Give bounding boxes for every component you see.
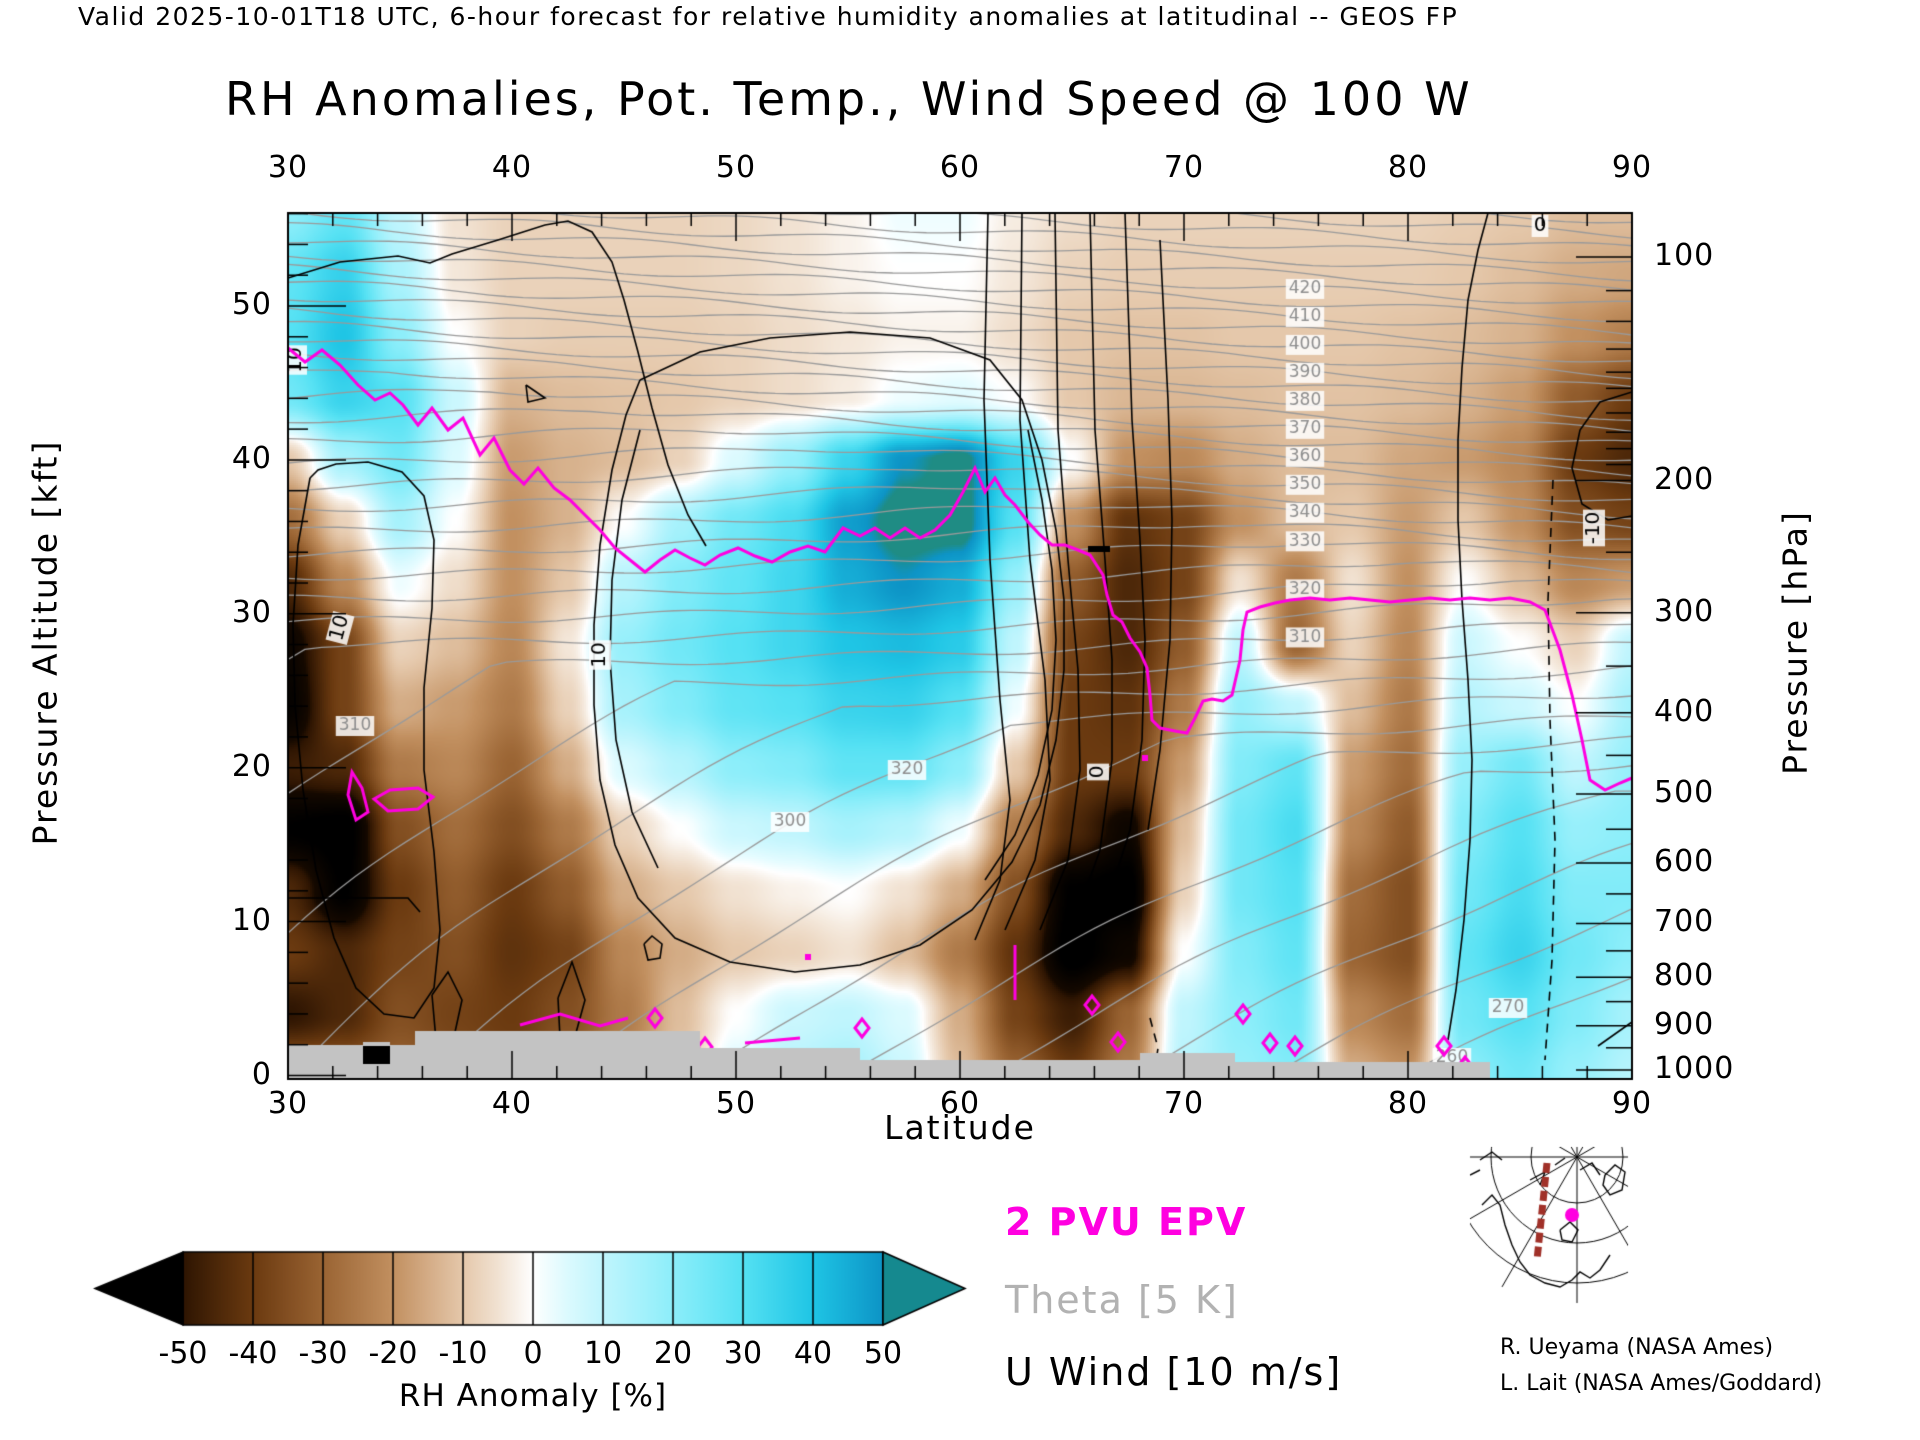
tick-label: 80 — [1387, 150, 1429, 185]
tick-label: 40 — [231, 440, 272, 476]
tick-label: 90 — [1611, 1086, 1653, 1121]
tick-label: 1000 — [1654, 1050, 1735, 1086]
colorbar-tick-label: 0 — [523, 1336, 543, 1371]
colorbar-tick-label: 30 — [723, 1336, 763, 1371]
credits-block: R. Ueyama (NASA Ames) L. Lait (NASA Ames… — [1500, 1330, 1822, 1402]
credit-line-2: L. Lait (NASA Ames/Goddard) — [1500, 1371, 1823, 1396]
colorbar-tick-label: -30 — [298, 1336, 348, 1371]
legend-epv: 2 PVU EPV — [1005, 1200, 1248, 1244]
tick-label: 40 — [491, 1086, 533, 1121]
tick-label: 30 — [231, 594, 272, 630]
tick-label: 50 — [715, 150, 757, 185]
tick-label: 80 — [1387, 1086, 1429, 1121]
tick-label: 500 — [1654, 775, 1715, 811]
colorbar-tick-label: -50 — [158, 1336, 208, 1371]
colorbar-tick-label: 40 — [793, 1336, 833, 1371]
tick-label: 90 — [1611, 150, 1653, 185]
y-left-axis-title: Pressure Altitude [kft] — [25, 439, 65, 846]
colorbar-tick-label: -40 — [228, 1336, 278, 1371]
colorbar-tick-label: 10 — [583, 1336, 623, 1371]
y-right-axis-title: Pressure [hPa] — [1775, 510, 1815, 775]
tick-label: 700 — [1654, 904, 1715, 940]
tick-label: 30 — [267, 1086, 309, 1121]
colorbar-tick-label: -20 — [368, 1336, 418, 1371]
tick-label: 60 — [939, 1086, 981, 1121]
valid-time-line: Valid 2025-10-01T18 UTC, 6-hour forecast… — [78, 2, 1459, 31]
tick-label: 800 — [1654, 958, 1715, 994]
tick-label: 100 — [1654, 237, 1715, 273]
colorbar-tick-label: 50 — [863, 1336, 903, 1371]
tick-label: 200 — [1654, 461, 1715, 497]
colorbar-title: RH Anomaly [%] — [398, 1378, 668, 1414]
tick-label: 900 — [1654, 1006, 1715, 1042]
credit-line-1: R. Ueyama (NASA Ames) — [1500, 1335, 1774, 1360]
tick-label: 10 — [231, 902, 272, 938]
tick-label: 70 — [1163, 150, 1205, 185]
tick-label: 50 — [715, 1086, 757, 1121]
tick-label: 50 — [231, 287, 272, 322]
legend-theta: Theta [5 K] — [1005, 1278, 1239, 1322]
tick-label: 40 — [491, 150, 533, 185]
tick-label: 300 — [1654, 593, 1715, 629]
tick-label: 400 — [1654, 693, 1715, 729]
tick-label: 600 — [1654, 844, 1715, 880]
tick-label: 30 — [267, 150, 309, 185]
colorbar-tick-label: 20 — [653, 1336, 693, 1371]
page-title: RH Anomalies, Pot. Temp., Wind Speed @ 1… — [225, 72, 1473, 126]
x-axis-title: Latitude — [884, 1108, 1036, 1147]
tick-label: 60 — [939, 150, 981, 185]
colorbar-tick-label: -10 — [438, 1336, 488, 1371]
tick-label: 70 — [1163, 1086, 1205, 1121]
legend-uwind: U Wind [10 m/s] — [1005, 1350, 1343, 1394]
tick-label: 0 — [251, 1056, 272, 1092]
tick-label: 20 — [231, 748, 272, 784]
